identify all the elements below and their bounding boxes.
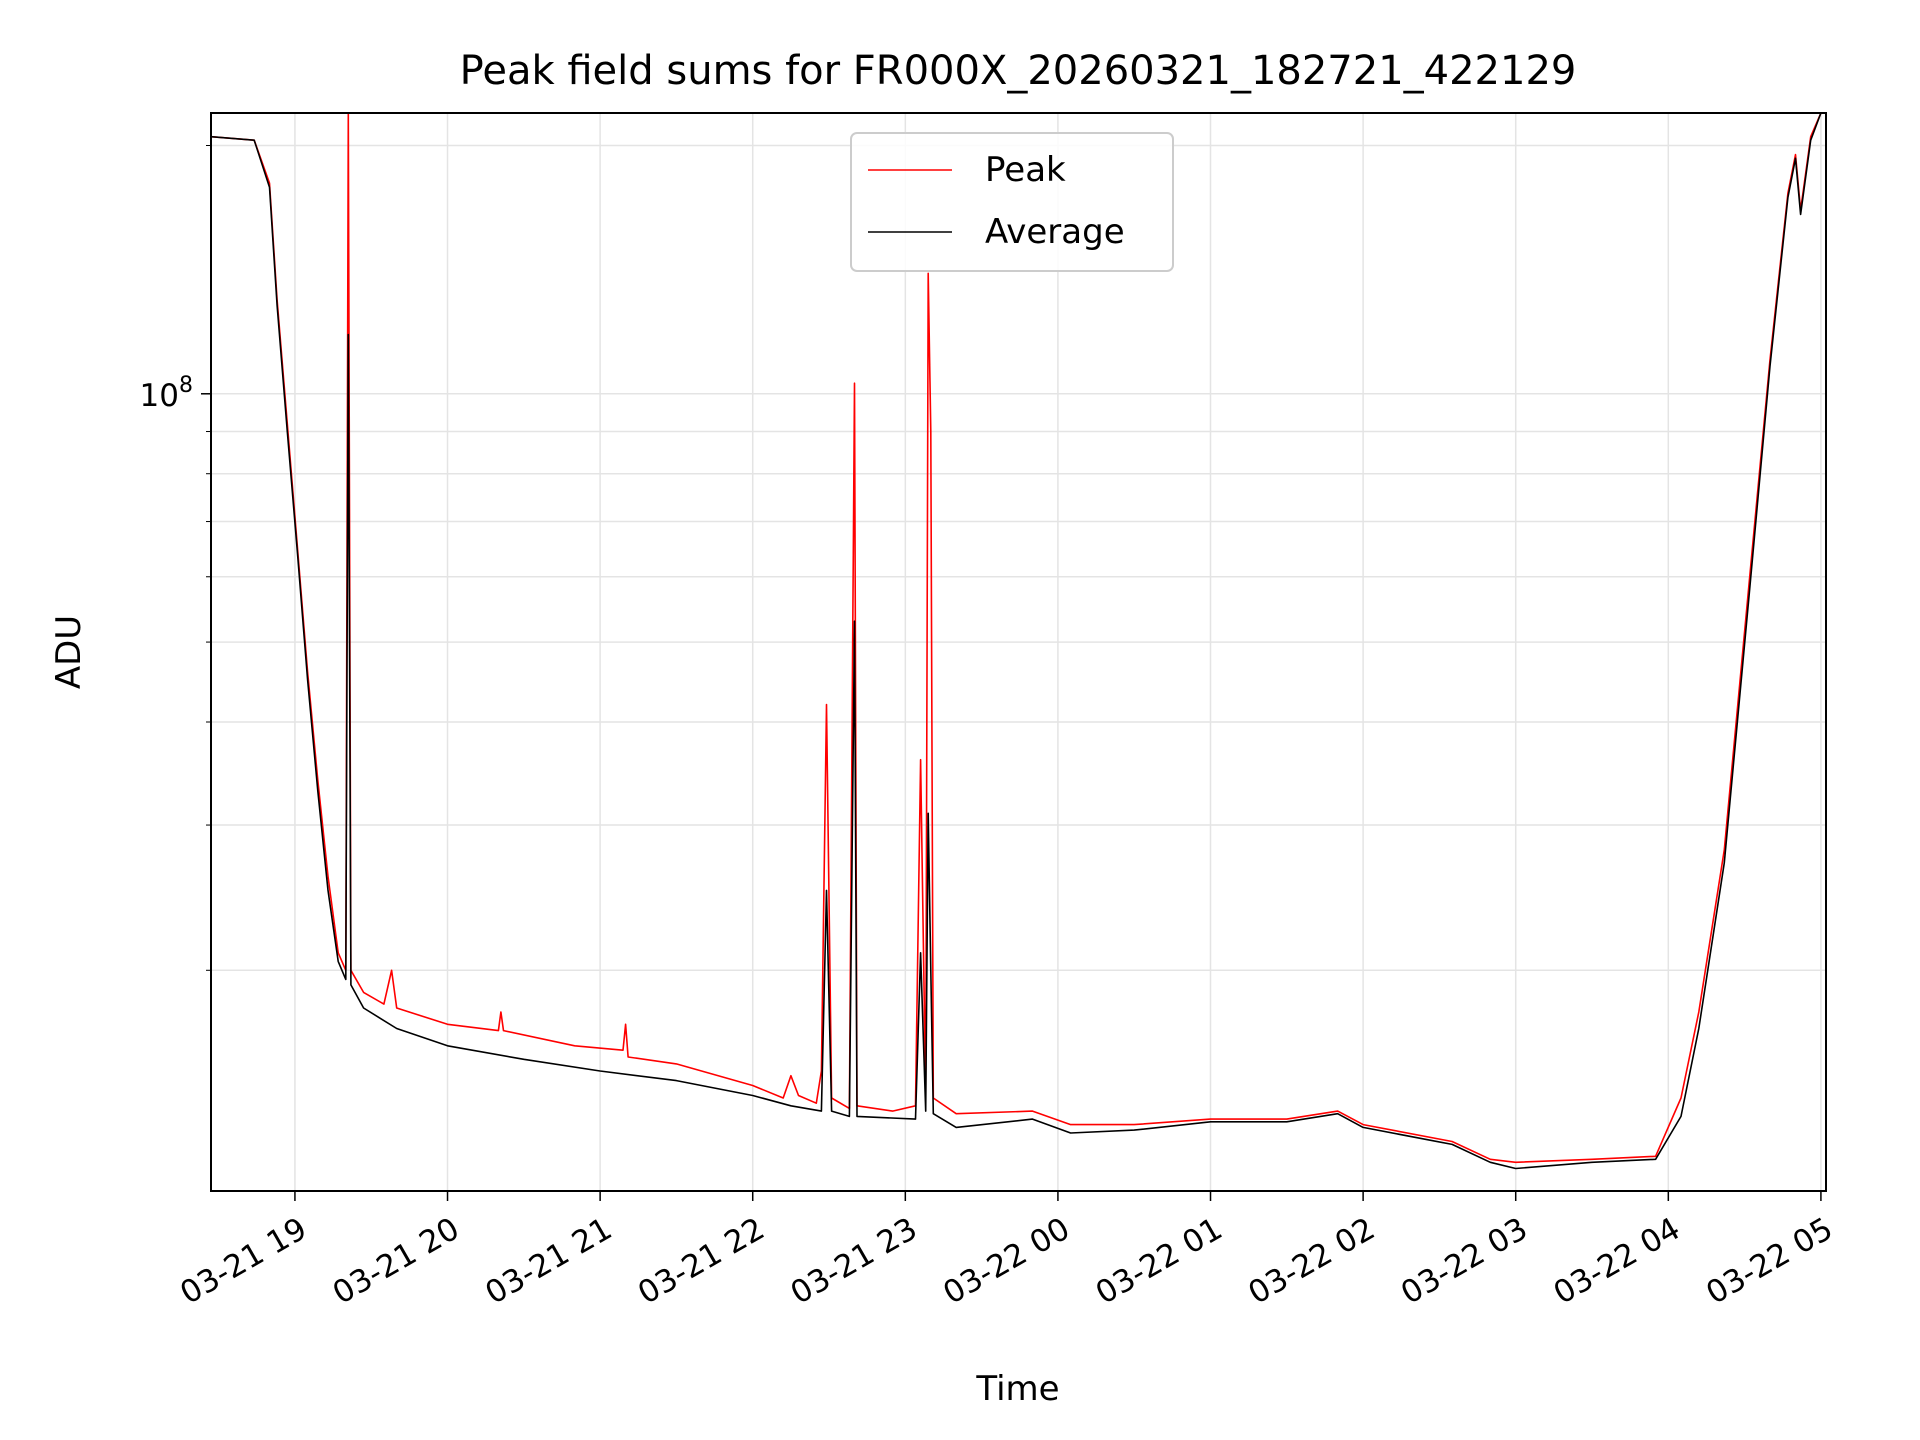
legend-box — [850, 132, 1174, 272]
legend-label-peak: Peak — [985, 150, 1066, 190]
plot-frame — [210, 112, 1827, 1192]
legend: Peak Average — [850, 132, 1174, 272]
grid-lines — [211, 113, 1826, 1191]
y-axis-label: ADU — [49, 615, 89, 689]
y-tick-label: 108 — [140, 373, 193, 414]
chart-title: Peak field sums for FR000X_20260321_1827… — [460, 48, 1577, 94]
series-line-average — [211, 113, 1822, 1170]
legend-label-average: Average — [985, 212, 1125, 252]
y-axis-ticks: 108 — [140, 145, 211, 971]
series-lines — [211, 113, 1822, 1170]
x-axis-label: Time — [975, 1369, 1059, 1409]
